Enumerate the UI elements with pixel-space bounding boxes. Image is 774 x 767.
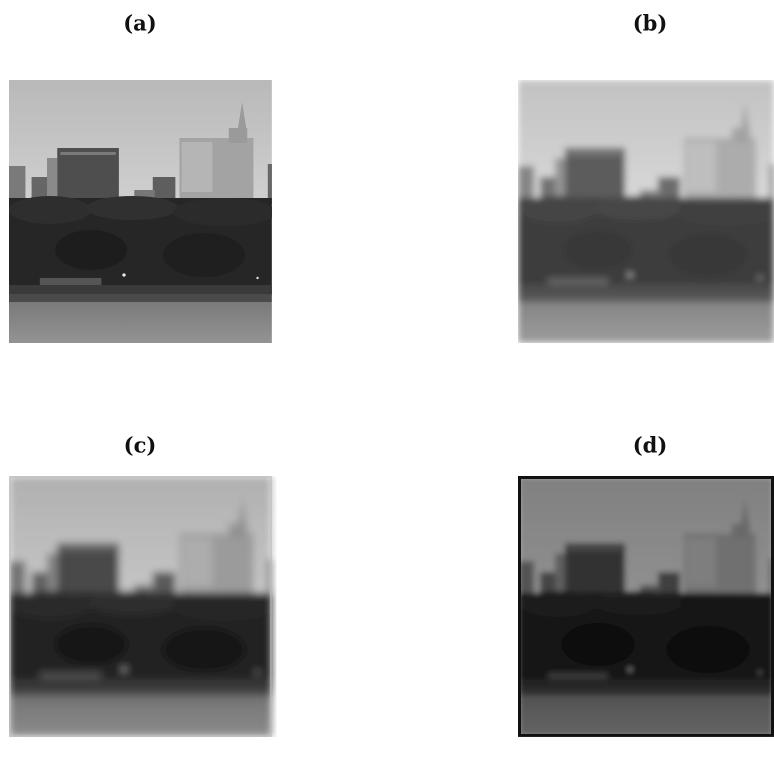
- panel-label: (c): [124, 433, 157, 458]
- image-blurred: [518, 80, 774, 343]
- image-original: [9, 80, 276, 343]
- panel-label: (a): [123, 11, 156, 36]
- image-dark: [518, 476, 774, 737]
- image-restored: [9, 476, 276, 737]
- page: (a) (b) (c) (d) (() => { const data = JS…: [0, 0, 774, 763]
- panel-label: (b): [633, 11, 668, 36]
- figure: (a) (b) (c) (d): [0, 0, 774, 763]
- panel-label: (d): [633, 433, 668, 458]
